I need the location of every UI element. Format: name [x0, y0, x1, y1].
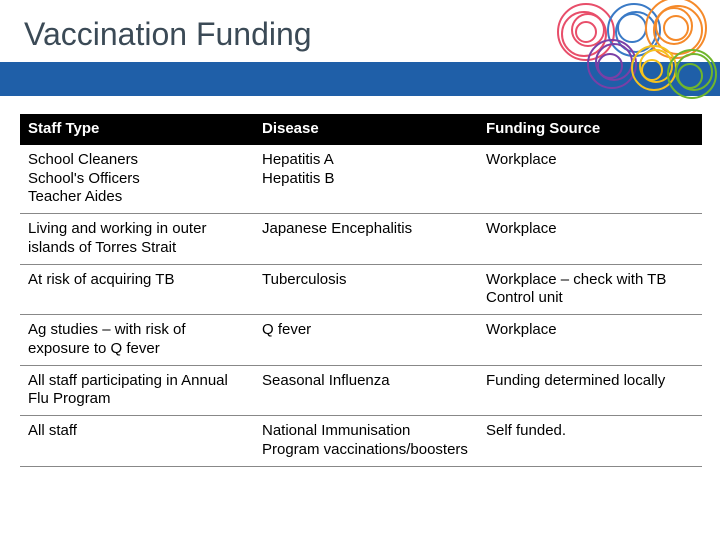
table-row: Ag studies – with risk of exposure to Q … [20, 315, 702, 366]
table-cell: All staff participating in Annual Flu Pr… [20, 365, 254, 416]
table-cell: Seasonal Influenza [254, 365, 478, 416]
table-cell: At risk of acquiring TB [20, 264, 254, 315]
slide: Vaccination Funding [0, 0, 720, 540]
table-cell: Tuberculosis [254, 264, 478, 315]
col-header-disease: Disease [254, 114, 478, 145]
table-cell: Ag studies – with risk of exposure to Q … [20, 315, 254, 366]
table-cell: Q fever [254, 315, 478, 366]
table-row: All staff participating in Annual Flu Pr… [20, 365, 702, 416]
table-cell: Workplace – check with TB Control unit [478, 264, 702, 315]
funding-table: Staff Type Disease Funding Source School… [20, 114, 702, 467]
table-header-row: Staff Type Disease Funding Source [20, 114, 702, 145]
table-cell: Self funded. [478, 416, 702, 467]
table-cell: Living and working in outer islands of T… [20, 214, 254, 265]
table-row: Living and working in outer islands of T… [20, 214, 702, 265]
table-cell: Workplace [478, 214, 702, 265]
table-cell: Japanese Encephalitis [254, 214, 478, 265]
table-cell: All staff [20, 416, 254, 467]
table-cell: School CleanersSchool's OfficersTeacher … [20, 145, 254, 214]
col-header-funding: Funding Source [478, 114, 702, 145]
table-row: All staffNational Immunisation Program v… [20, 416, 702, 467]
table-cell: Workplace [478, 315, 702, 366]
funding-table-wrap: Staff Type Disease Funding Source School… [20, 114, 702, 467]
table-cell: Hepatitis AHepatitis B [254, 145, 478, 214]
title-band [0, 62, 720, 96]
col-header-staff: Staff Type [20, 114, 254, 145]
decorative-swirl [526, 0, 720, 114]
table-cell: Funding determined locally [478, 365, 702, 416]
table-row: At risk of acquiring TBTuberculosisWorkp… [20, 264, 702, 315]
table-row: School CleanersSchool's OfficersTeacher … [20, 145, 702, 214]
table-cell: National Immunisation Program vaccinatio… [254, 416, 478, 467]
slide-title: Vaccination Funding [24, 16, 312, 53]
table-cell: Workplace [478, 145, 702, 214]
